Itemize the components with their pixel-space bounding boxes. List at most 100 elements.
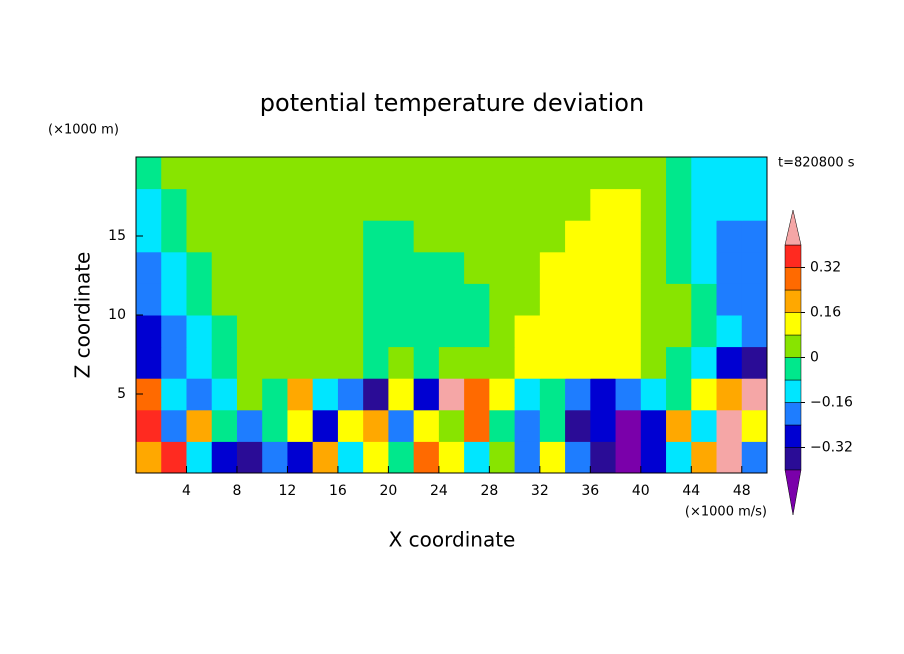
contour-cell — [312, 378, 339, 411]
contour-cell — [539, 409, 566, 442]
contour-cell — [489, 315, 516, 348]
colorbar-segment — [784, 379, 802, 403]
contour-cell — [539, 220, 566, 253]
contour-cell — [539, 251, 566, 284]
contour-cell — [337, 157, 364, 190]
contour-cell — [666, 346, 692, 379]
contour-cell — [565, 441, 591, 474]
contour-cell — [666, 441, 692, 474]
contour-cell — [337, 220, 364, 253]
contour-cell — [161, 378, 187, 411]
contour-cell — [590, 283, 617, 316]
y-tick-label: 10 — [108, 307, 126, 323]
contour-cell — [211, 441, 238, 474]
contour-cell — [262, 157, 288, 190]
contour-cell — [741, 315, 768, 348]
contour-cell — [565, 251, 591, 284]
contour-cell — [161, 315, 187, 348]
contour-cell — [388, 315, 415, 348]
contour-cell — [262, 378, 288, 411]
contour-cell — [464, 441, 490, 474]
x-tick-label: 36 — [581, 483, 599, 499]
contour-cell — [287, 251, 314, 284]
contour-cell — [262, 346, 288, 379]
contour-cell — [640, 157, 667, 190]
contour-cell — [489, 220, 516, 253]
contour-cell — [262, 441, 288, 474]
contour-cell — [413, 409, 440, 442]
contour-cell — [691, 251, 718, 284]
contour-cell — [236, 251, 263, 284]
contour-cell — [615, 441, 642, 474]
contour-cell — [666, 315, 692, 348]
y-axis-title: Z coordinate — [71, 252, 95, 379]
contour-cell — [186, 315, 213, 348]
contour-cell — [615, 315, 642, 348]
contour-cell — [287, 346, 314, 379]
contour-cell — [615, 378, 642, 411]
contour-cell — [666, 157, 692, 190]
contour-cell — [565, 157, 591, 190]
contour-cell — [363, 220, 389, 253]
contour-cell — [413, 283, 440, 316]
contour-cell — [438, 409, 465, 442]
contour-cell — [413, 220, 440, 253]
contour-cell — [514, 315, 541, 348]
contour-cell — [236, 157, 263, 190]
contour-cell — [136, 157, 162, 190]
contour-cell — [438, 251, 465, 284]
contour-cell — [590, 409, 617, 442]
contour-cell — [236, 283, 263, 316]
contour-cell — [186, 157, 213, 190]
chart-title: potential temperature deviation — [260, 89, 644, 117]
contour-cell — [136, 283, 162, 316]
contour-cell — [413, 188, 440, 221]
contour-cell — [640, 409, 667, 442]
x-tick-label: 4 — [182, 483, 191, 499]
contour-cell — [666, 251, 692, 284]
contour-cell — [363, 441, 389, 474]
contour-cell — [438, 315, 465, 348]
colorbar-tick-label: −0.16 — [810, 395, 853, 411]
contour-cell — [136, 346, 162, 379]
contour-cell — [666, 188, 692, 221]
contour-cell — [691, 378, 718, 411]
contour-cell — [539, 188, 566, 221]
contour-cell — [337, 441, 364, 474]
x-axis-title: X coordinate — [389, 528, 516, 552]
contour-cell — [413, 157, 440, 190]
contour-cell — [337, 409, 364, 442]
contour-cell — [211, 409, 238, 442]
contour-cell — [590, 188, 617, 221]
contour-cell — [388, 220, 415, 253]
contour-cell — [741, 378, 768, 411]
contour-cell — [741, 251, 768, 284]
contour-cell — [236, 220, 263, 253]
contour-cell — [438, 220, 465, 253]
contour-cell — [615, 220, 642, 253]
contour-cell — [388, 378, 415, 411]
contour-cell — [312, 441, 339, 474]
contour-cell — [438, 157, 465, 190]
contour-cell — [236, 441, 263, 474]
contour-cell — [186, 378, 213, 411]
contour-cell — [565, 315, 591, 348]
contour-cell — [716, 251, 743, 284]
contour-cell — [363, 188, 389, 221]
contour-cell — [539, 157, 566, 190]
contour-cell — [514, 188, 541, 221]
contour-cell — [464, 315, 490, 348]
contour-cell — [464, 251, 490, 284]
x-tick-label: 40 — [632, 483, 650, 499]
colorbar-tick-label: 0.16 — [810, 305, 841, 321]
contour-cell — [312, 251, 339, 284]
contour-cell — [741, 188, 768, 221]
contour-cell — [640, 315, 667, 348]
colorbar-tick-label: 0.32 — [810, 260, 841, 276]
contour-cell — [186, 346, 213, 379]
x-tick-label: 44 — [682, 483, 700, 499]
contour-cell — [640, 441, 667, 474]
contour-cell — [337, 378, 364, 411]
colorbar-extend-high — [784, 209, 802, 246]
contour-cell — [741, 283, 768, 316]
